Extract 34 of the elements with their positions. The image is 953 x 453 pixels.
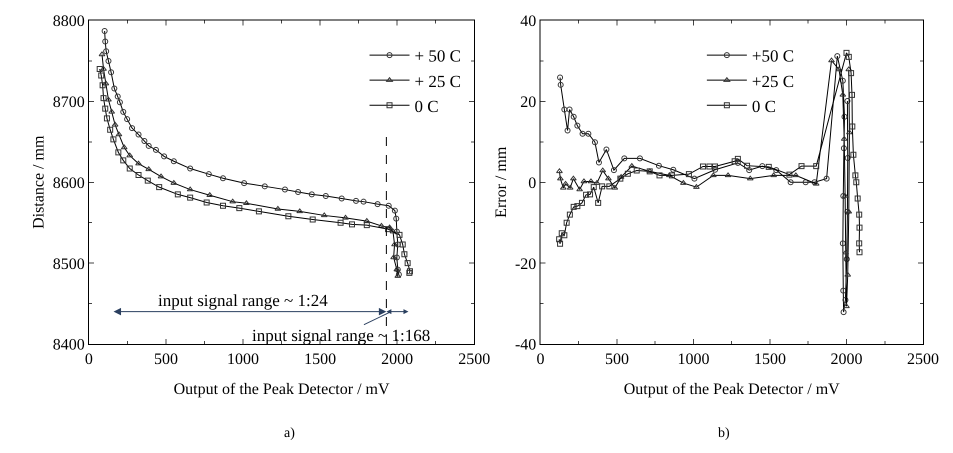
legend-label: +25 C <box>752 72 794 91</box>
x-tick-label: 2500 <box>907 351 940 368</box>
x-tick-label: 500 <box>154 351 178 368</box>
y-tick-label: 8800 <box>52 13 85 30</box>
x-tick-label: 1000 <box>227 351 260 368</box>
legend-label: +50 C <box>752 46 794 66</box>
x-tick-label: 2000 <box>830 351 862 368</box>
x-tick-label: 1500 <box>304 351 336 368</box>
text: b) <box>718 426 730 441</box>
legend-label: + 25 C <box>414 72 461 91</box>
y-tick-label: 8600 <box>52 174 85 192</box>
y-tick-label: 8500 <box>52 256 85 273</box>
x-axis-title: Output of the Peak Detector / mV <box>624 380 840 398</box>
legend-label: 0 C <box>414 96 439 116</box>
y-tick-label: 8700 <box>52 94 85 111</box>
y-axis-title: Distance / mm <box>30 135 48 229</box>
x-tick-label: 1500 <box>754 351 786 368</box>
y-tick-label: 20 <box>520 94 536 111</box>
x-tick-label: 1000 <box>677 351 710 368</box>
text: a) <box>284 426 296 441</box>
x-tick-label: 2500 <box>458 351 490 368</box>
y-tick-label: -20 <box>514 256 536 273</box>
annotation: input signal range ~ 1:24 <box>158 291 328 310</box>
y-tick-label: -40 <box>514 336 536 354</box>
y-axis-title: Error / mm <box>492 146 510 218</box>
y-tick-label: 0 <box>528 174 536 192</box>
y-tick-label: 40 <box>520 13 536 30</box>
legend-label: + 50 C <box>414 46 461 66</box>
x-axis-title: Output of the Peak Detector / mV <box>174 380 390 398</box>
y-tick-label: 8400 <box>52 336 85 354</box>
x-tick-label: 500 <box>604 351 629 368</box>
legend-label: 0 C <box>752 96 776 116</box>
annotation: input signal range ~ 1:168 <box>252 326 430 345</box>
x-tick-label: 2000 <box>381 351 414 368</box>
